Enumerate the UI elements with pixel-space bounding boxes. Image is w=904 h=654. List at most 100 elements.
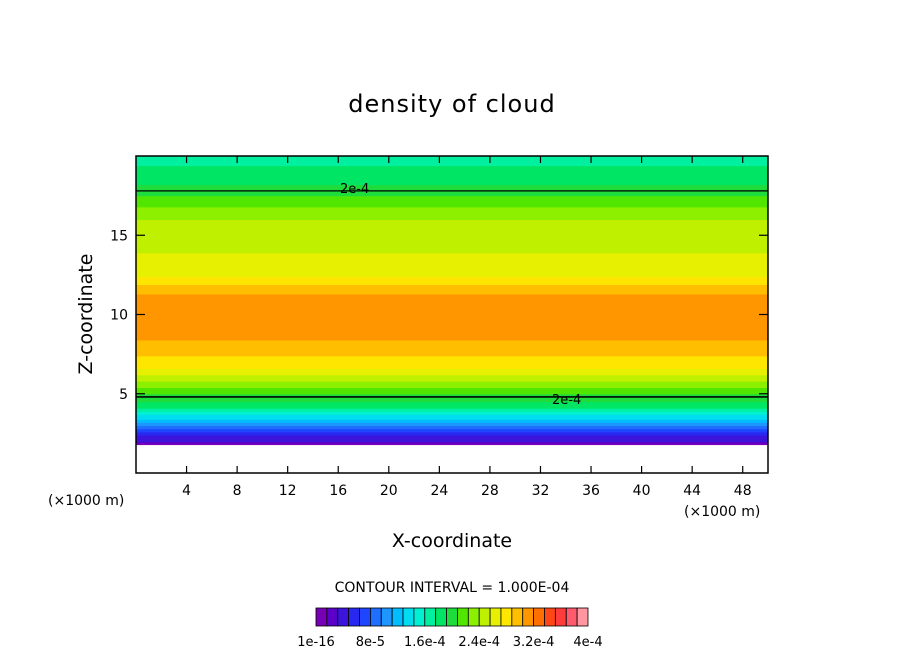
density-band: [136, 211, 768, 214]
density-band: [136, 316, 768, 319]
density-band: [136, 341, 768, 344]
y-tick-label: 15: [110, 228, 128, 244]
density-band: [136, 284, 768, 287]
density-band: [136, 184, 768, 187]
contour-lines: [136, 190, 768, 398]
colorbar-swatch: [380, 607, 393, 627]
density-band: [136, 225, 768, 228]
colorbar-swatch: [544, 607, 556, 627]
density-band: [136, 438, 768, 441]
density-band: [136, 415, 768, 419]
colorbar-swatch: [413, 607, 426, 627]
density-band: [136, 328, 768, 331]
density-band: [136, 263, 768, 266]
density-band: [136, 423, 768, 427]
density-band: [136, 222, 768, 225]
contour-label-lower: 2e-4: [552, 393, 581, 408]
density-band: [136, 190, 768, 194]
density-band: [136, 295, 768, 298]
density-band: [136, 195, 768, 198]
density-band: [136, 270, 768, 273]
x-tick-label: 20: [380, 483, 398, 499]
density-band: [136, 273, 768, 276]
density-band: [136, 317, 768, 320]
density-band: [136, 439, 768, 442]
density-band: [136, 322, 768, 325]
colorbar-swatch: [457, 607, 469, 627]
z-unit-label: (×1000 m): [684, 504, 760, 520]
density-band: [136, 390, 768, 393]
density-band: [136, 360, 768, 363]
density-band: [136, 228, 768, 232]
density-band: [136, 243, 768, 246]
density-band: [136, 312, 768, 316]
density-band: [136, 249, 768, 252]
density-band: [136, 187, 768, 190]
density-band: [136, 403, 768, 406]
colorbar-swatch: [391, 607, 404, 627]
density-band: [136, 251, 768, 254]
density-band: [136, 336, 768, 339]
density-band: [136, 398, 768, 401]
density-band: [136, 363, 768, 366]
density-band: [136, 411, 768, 414]
density-band: [136, 179, 768, 182]
x-tick-label: 48: [734, 483, 752, 499]
colorbar-tick-label: 1.6e-4: [404, 635, 446, 650]
density-band: [136, 170, 768, 173]
density-band: [136, 255, 768, 259]
density-band: [136, 327, 768, 330]
density-band: [136, 167, 768, 170]
density-band: [136, 412, 768, 415]
density-band: [136, 165, 768, 168]
density-band: [136, 396, 768, 400]
density-band: [136, 357, 768, 360]
colorbar-swatch: [522, 607, 534, 627]
colorbar-tick-label: 2.4e-4: [458, 635, 500, 650]
colorbar-swatch: [533, 607, 545, 627]
x-tick-label: 8: [233, 483, 242, 499]
density-band: [136, 392, 768, 395]
density-band: [136, 422, 768, 425]
density-band: [136, 285, 768, 289]
density-band: [136, 442, 768, 446]
density-band: [136, 276, 768, 279]
density-band: [136, 346, 768, 349]
density-band: [136, 335, 768, 338]
density-band: [136, 227, 768, 230]
density-band: [136, 379, 768, 382]
colorbar-swatch: [576, 607, 589, 627]
colorbar-swatch: [511, 607, 524, 627]
density-band: [136, 208, 768, 211]
contour-interval-note: CONTOUR INTERVAL = 1.000E-04: [335, 580, 570, 596]
density-band: [136, 279, 768, 282]
density-band: [136, 213, 768, 216]
density-band: [136, 339, 768, 343]
density-band: [136, 400, 768, 403]
density-band: [136, 409, 768, 412]
density-band: [136, 343, 768, 346]
colorbar-swatch: [467, 607, 480, 627]
density-band: [136, 236, 768, 240]
density-band: [136, 377, 768, 381]
density-band: [136, 192, 768, 195]
colorbar-swatch: [554, 607, 567, 627]
density-band: [136, 362, 768, 365]
colorbar-tick-label: 1e-16: [297, 635, 335, 650]
density-band: [136, 224, 768, 227]
density-band: [136, 298, 768, 301]
density-band: [136, 333, 768, 336]
density-band: [136, 182, 768, 186]
density-band: [136, 257, 768, 260]
density-band: [136, 311, 768, 314]
density-band: [136, 209, 768, 213]
x-unit-label: (×1000 m): [48, 493, 124, 509]
density-band: [136, 181, 768, 184]
x-tick-label: 28: [481, 483, 499, 499]
density-band: [136, 162, 768, 165]
density-band: [136, 159, 768, 162]
density-band: [136, 292, 768, 295]
density-band: [136, 371, 768, 374]
plot-area: [136, 156, 768, 473]
